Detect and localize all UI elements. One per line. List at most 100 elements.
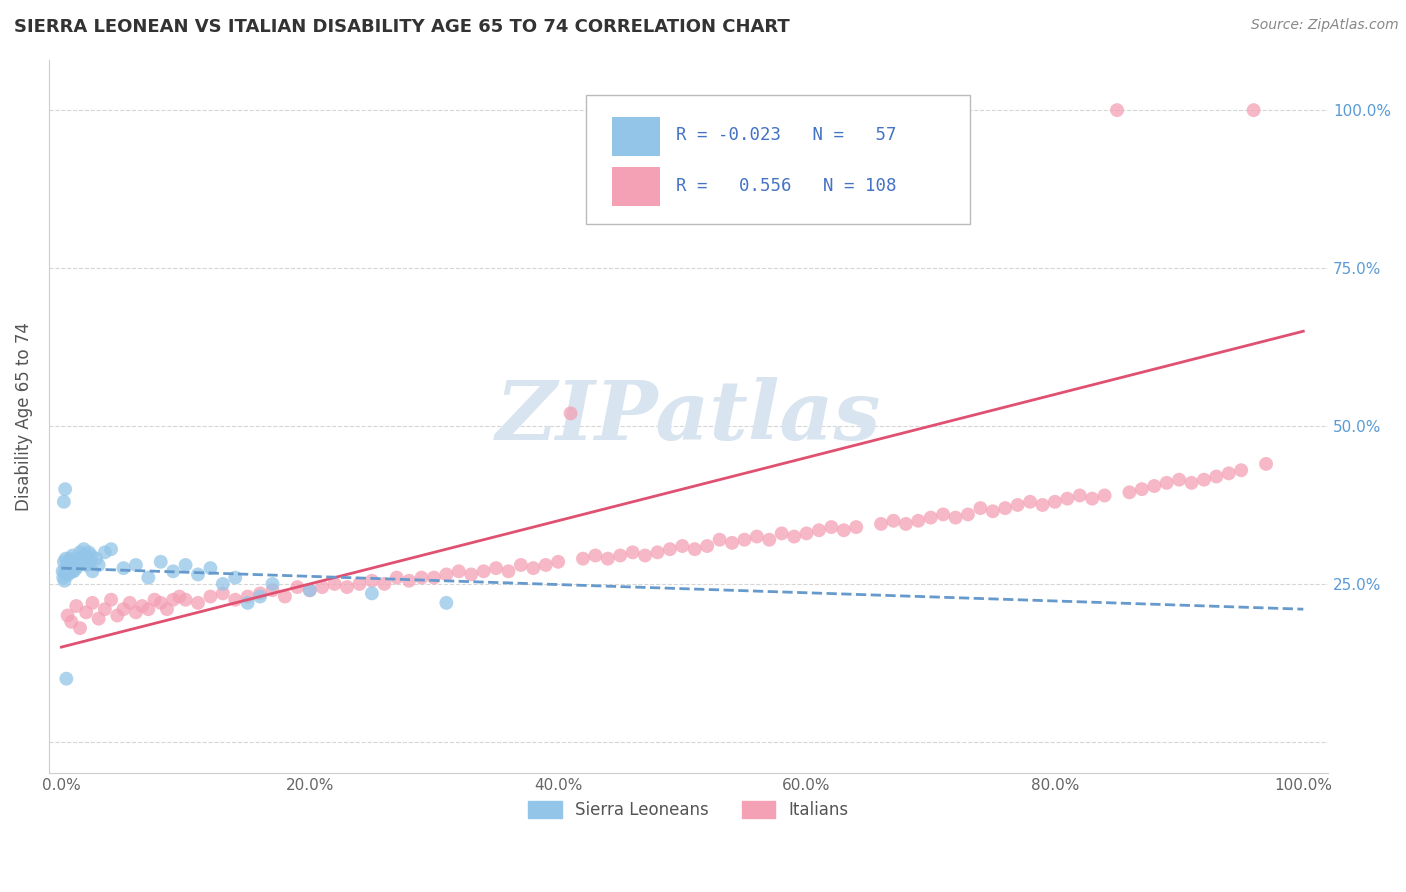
- Point: [882, 514, 904, 528]
- Point: [136, 571, 159, 585]
- Point: [56, 608, 79, 623]
- Point: [360, 574, 382, 588]
- Point: [174, 592, 197, 607]
- Point: [76, 551, 98, 566]
- Point: [621, 545, 644, 559]
- Point: [79, 555, 101, 569]
- Point: [62, 549, 84, 563]
- Point: [162, 592, 184, 607]
- Bar: [612, 117, 661, 156]
- Point: [211, 586, 233, 600]
- Point: [224, 592, 246, 607]
- Point: [66, 551, 89, 566]
- Point: [52, 555, 75, 569]
- Point: [609, 549, 631, 563]
- Point: [105, 608, 128, 623]
- Point: [820, 520, 842, 534]
- Point: [522, 561, 544, 575]
- Point: [58, 567, 80, 582]
- Point: [55, 567, 77, 582]
- Point: [75, 558, 97, 572]
- Point: [187, 596, 209, 610]
- Point: [55, 672, 77, 686]
- Point: [60, 615, 83, 629]
- Point: [262, 577, 284, 591]
- Point: [1180, 475, 1202, 490]
- Point: [647, 545, 669, 559]
- Point: [733, 533, 755, 547]
- Point: [52, 571, 75, 585]
- Point: [174, 558, 197, 572]
- Point: [65, 599, 87, 613]
- Point: [84, 551, 107, 566]
- Point: [1094, 488, 1116, 502]
- Point: [1118, 485, 1140, 500]
- Point: [73, 542, 96, 557]
- Point: [907, 514, 929, 528]
- Point: [1205, 469, 1227, 483]
- Point: [447, 564, 470, 578]
- Point: [423, 571, 446, 585]
- Point: [1192, 473, 1215, 487]
- Point: [758, 533, 780, 547]
- Point: [62, 564, 84, 578]
- Point: [82, 564, 104, 578]
- Point: [65, 561, 87, 575]
- Point: [534, 558, 557, 572]
- FancyBboxPatch shape: [586, 95, 970, 224]
- Point: [87, 558, 110, 572]
- Point: [696, 539, 718, 553]
- Text: SIERRA LEONEAN VS ITALIAN DISABILITY AGE 65 TO 74 CORRELATION CHART: SIERRA LEONEAN VS ITALIAN DISABILITY AGE…: [14, 18, 790, 36]
- Point: [69, 545, 91, 559]
- Point: [69, 621, 91, 635]
- Point: [1081, 491, 1104, 506]
- Point: [460, 567, 482, 582]
- Point: [1056, 491, 1078, 506]
- Point: [1218, 467, 1240, 481]
- Point: [249, 590, 271, 604]
- Text: R =   0.556   N = 108: R = 0.556 N = 108: [676, 177, 896, 195]
- Point: [1007, 498, 1029, 512]
- Point: [67, 558, 90, 572]
- Point: [55, 551, 77, 566]
- Point: [60, 564, 83, 578]
- Point: [87, 612, 110, 626]
- Point: [311, 580, 333, 594]
- Point: [56, 561, 79, 575]
- Point: [634, 549, 657, 563]
- Text: Source: ZipAtlas.com: Source: ZipAtlas.com: [1251, 18, 1399, 32]
- Point: [683, 542, 706, 557]
- Point: [211, 577, 233, 591]
- Point: [870, 516, 893, 531]
- Legend: Sierra Leoneans, Italians: Sierra Leoneans, Italians: [522, 794, 855, 826]
- Point: [832, 523, 855, 537]
- Point: [1143, 479, 1166, 493]
- Point: [1069, 488, 1091, 502]
- Point: [156, 602, 179, 616]
- Point: [298, 583, 321, 598]
- Point: [509, 558, 531, 572]
- Point: [236, 596, 259, 610]
- Bar: [612, 167, 661, 206]
- Point: [547, 555, 569, 569]
- Point: [149, 555, 172, 569]
- Point: [187, 567, 209, 582]
- Point: [1168, 473, 1191, 487]
- Point: [920, 510, 942, 524]
- Point: [53, 482, 76, 496]
- Point: [956, 508, 979, 522]
- Point: [1043, 495, 1066, 509]
- Point: [58, 564, 80, 578]
- Point: [249, 586, 271, 600]
- Point: [56, 558, 79, 572]
- Point: [858, 103, 880, 117]
- Point: [52, 564, 75, 578]
- Point: [112, 602, 135, 616]
- Point: [969, 501, 991, 516]
- Point: [52, 495, 75, 509]
- Point: [274, 590, 297, 604]
- Point: [73, 549, 96, 563]
- Point: [770, 526, 793, 541]
- Point: [434, 596, 457, 610]
- Point: [1230, 463, 1253, 477]
